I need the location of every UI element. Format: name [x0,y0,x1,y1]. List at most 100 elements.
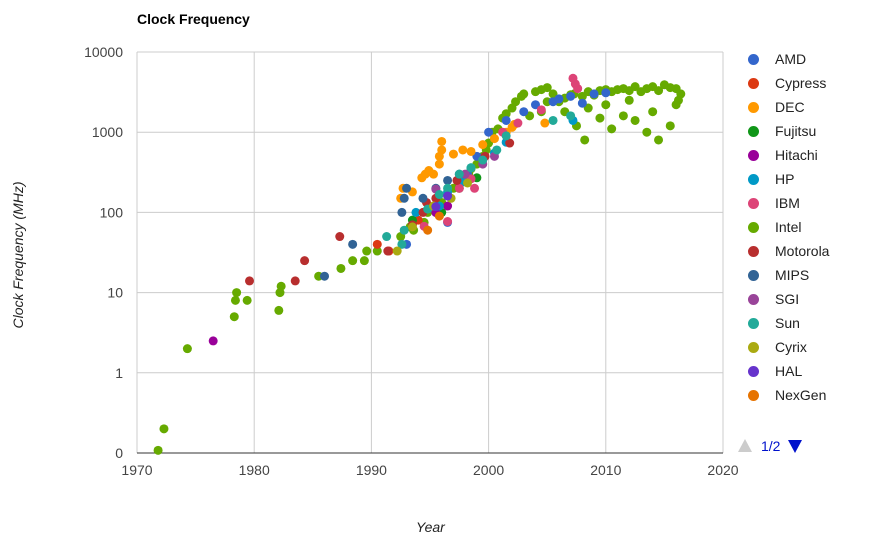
point-ibm[interactable] [470,183,480,193]
point-dec[interactable] [437,136,447,146]
point-intel[interactable] [348,256,358,266]
point-mips[interactable] [397,207,407,217]
point-sun[interactable] [399,225,409,235]
point-amd[interactable] [589,89,599,99]
point-intel[interactable] [648,107,658,117]
point-intel[interactable] [624,95,634,105]
point-dec[interactable] [489,134,499,144]
point-sun[interactable] [434,190,444,200]
point-intel[interactable] [159,424,169,434]
point-intel[interactable] [229,312,239,322]
point-amd[interactable] [601,88,611,98]
point-motorola[interactable] [335,232,345,242]
point-intel[interactable] [654,135,664,145]
point-intel[interactable] [232,288,242,298]
point-dec[interactable] [466,146,476,156]
point-hal[interactable] [443,191,453,201]
point-intel[interactable] [601,100,611,110]
point-intel[interactable] [542,83,552,93]
point-dec[interactable] [429,169,439,179]
point-cyrix[interactable] [392,246,402,256]
point-ibm[interactable] [573,84,583,94]
point-mips[interactable] [399,193,409,203]
point-sun[interactable] [548,115,558,125]
point-dec[interactable] [437,145,447,155]
point-mips[interactable] [418,193,428,203]
point-intel[interactable] [242,295,252,305]
legend-label: HAL [775,363,803,379]
point-intel[interactable] [580,135,590,145]
point-intel[interactable] [519,89,529,99]
point-intel[interactable] [274,305,284,315]
point-intel[interactable] [595,113,605,123]
point-sun[interactable] [454,169,464,179]
point-amd[interactable] [484,127,494,137]
point-motorola[interactable] [245,276,255,286]
point-intel[interactable] [607,124,617,134]
point-nexgen[interactable] [434,211,444,221]
point-sun[interactable] [382,232,392,242]
point-ibm[interactable] [536,105,546,115]
point-intel[interactable] [665,121,675,131]
y-tick-label: 10000 [84,44,123,60]
point-intel[interactable] [276,281,286,291]
point-intel[interactable] [230,295,240,305]
point-dec[interactable] [448,149,458,159]
point-amd[interactable] [554,94,564,104]
point-amd[interactable] [566,91,576,101]
point-ibm[interactable] [443,217,453,227]
point-sun[interactable] [492,145,502,155]
point-intel[interactable] [630,115,640,125]
point-mips[interactable] [320,271,330,281]
point-intel[interactable] [359,256,369,266]
point-dec[interactable] [540,118,550,128]
point-sun[interactable] [443,183,453,193]
point-cypress[interactable] [372,239,382,249]
point-intel[interactable] [654,86,664,96]
legend-marker-icon [748,318,759,329]
point-sun[interactable] [397,239,407,249]
point-nexgen[interactable] [423,225,433,235]
point-sun[interactable] [566,111,576,121]
point-amd[interactable] [501,115,511,125]
point-cyrix[interactable] [407,222,417,232]
point-intel[interactable] [673,95,683,105]
point-sun[interactable] [501,131,511,141]
point-sun[interactable] [478,155,488,165]
point-intel[interactable] [372,246,382,256]
point-intel[interactable] [618,111,628,121]
point-intel[interactable] [511,97,521,107]
legend-label: Motorola [775,243,830,259]
point-hal[interactable] [431,202,441,212]
point-intel[interactable] [362,246,372,256]
point-hitachi[interactable] [443,201,453,211]
point-dec[interactable] [478,140,488,150]
point-intel[interactable] [336,263,346,273]
point-mips[interactable] [348,239,358,249]
point-motorola[interactable] [383,246,393,256]
point-motorola[interactable] [290,276,300,286]
point-intel[interactable] [548,89,558,99]
point-cyrix[interactable] [463,178,473,188]
point-sun[interactable] [466,163,476,173]
legend-prev-page-icon[interactable] [738,439,752,452]
point-mips[interactable] [402,183,412,193]
point-amd[interactable] [530,100,540,110]
point-hp[interactable] [411,207,421,217]
point-intel[interactable] [630,82,640,92]
point-ibm[interactable] [513,118,523,128]
point-amd[interactable] [519,107,529,117]
point-motorola[interactable] [505,138,515,148]
point-dec[interactable] [434,159,444,169]
point-ibm[interactable] [454,183,464,193]
point-motorola[interactable] [300,256,310,266]
point-intel[interactable] [182,344,192,354]
point-mips[interactable] [443,175,453,185]
legend-next-page-icon[interactable] [788,440,802,453]
point-amd[interactable] [577,98,587,108]
point-dec[interactable] [458,145,468,155]
point-intel[interactable] [642,127,652,137]
point-intel[interactable] [501,109,511,119]
point-intel[interactable] [153,445,163,455]
point-hitachi[interactable] [208,336,218,346]
